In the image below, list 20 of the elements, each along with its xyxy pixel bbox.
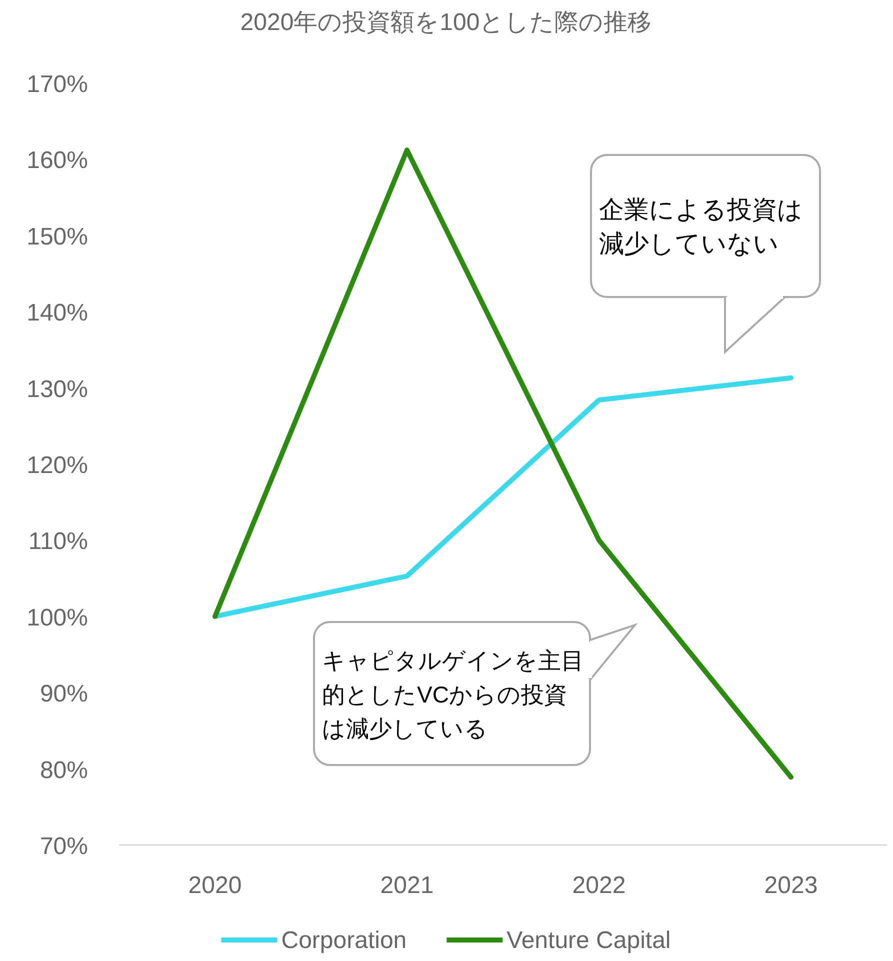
- y-tick-label: 120%: [26, 452, 88, 479]
- legend-label: Venture Capital: [506, 927, 671, 954]
- x-tick-label: 2023: [764, 872, 818, 899]
- y-tick-label: 80%: [40, 756, 88, 784]
- x-tick-label: 2020: [188, 872, 242, 899]
- chart-title: 2020年の投資額を100とした際の推移: [240, 9, 652, 36]
- y-tick-label: 90%: [40, 680, 88, 708]
- y-tick-label: 100%: [26, 604, 88, 632]
- x-tick-label: 2021: [380, 872, 434, 899]
- annotation: キャピタルゲインを主目的としたVCからの投資は減少している: [322, 648, 584, 742]
- y-tick-label: 160%: [26, 147, 88, 174]
- x-tick-label: 2022: [572, 872, 626, 899]
- y-tick-label: 150%: [26, 223, 88, 250]
- y-tick-label: 170%: [26, 71, 88, 98]
- annotation: 企業による投資は減少していない: [599, 196, 803, 258]
- y-tick-label: 140%: [26, 300, 88, 327]
- legend-label: Corporation: [281, 927, 407, 954]
- y-tick-label: 110%: [28, 528, 88, 556]
- y-tick-label: 130%: [26, 376, 88, 403]
- y-tick-label: 70%: [40, 833, 88, 860]
